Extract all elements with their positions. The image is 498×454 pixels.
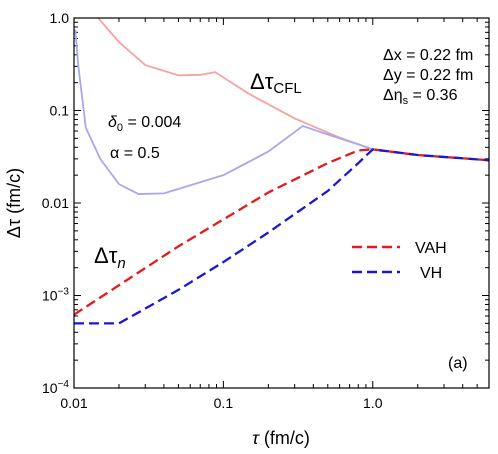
axis-tick-labels: 0.01 0.1 1.0 1.0 0.1 0.01 10−3 10−4 [42,10,383,411]
y-tick-label: 0.1 [50,103,70,119]
annotation-dy: Δy = 0.22 fm [383,67,473,84]
annotation-deta: Δηs = 0.36 [383,87,458,107]
series-group [73,17,490,325]
series-line-vh [74,148,490,325]
x-tick-label-0-01: 0.01 [60,395,87,411]
series-line-n [74,29,374,195]
x-axis-label: τ (fm/c) [252,428,310,448]
y-tick-label: 10−3 [42,287,69,304]
legend-label-vah: VAH [415,240,447,257]
legend-label-vh: VH [420,265,442,282]
annotation-alpha: α = 0.5 [110,145,160,162]
y-tick-label: 1.0 [50,10,70,26]
x-tick-label-1-0: 1.0 [363,395,383,411]
annotation-dtau-n: Δτn [94,243,126,272]
y-tick-label: 0.01 [42,195,69,211]
legend: VAH VH [352,240,447,282]
x-tick-label-0-1: 0.1 [214,395,234,411]
annotation-dx: Δx = 0.22 fm [383,47,473,64]
y-axis-label: Δτ (fm/c) [4,168,24,238]
y-tick-label: 10−4 [42,379,69,396]
panel-label: (a) [448,355,468,372]
plot-frame [73,17,490,389]
annotation-dtau-cfl: ΔτCFL [250,69,302,97]
annotation-delta0: δ0 = 0.004 [108,114,181,134]
